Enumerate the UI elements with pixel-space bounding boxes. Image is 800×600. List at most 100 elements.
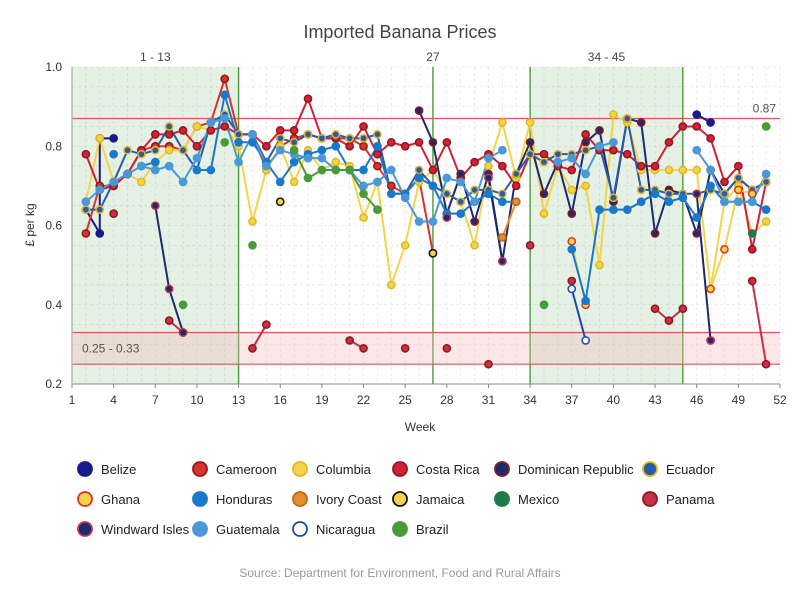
data-point-3 bbox=[289, 126, 299, 135]
data-point-15 bbox=[248, 240, 257, 250]
data-point-13 bbox=[484, 153, 493, 163]
legend-label-5: Ecuador bbox=[666, 462, 715, 477]
data-point-12 bbox=[692, 189, 702, 199]
data-point-3 bbox=[609, 145, 618, 155]
data-point-6 bbox=[734, 185, 743, 195]
data-point-5 bbox=[456, 197, 466, 207]
week-band-label: 1 - 13 bbox=[140, 50, 171, 64]
x-tick-label: 22 bbox=[357, 393, 371, 407]
data-point-5 bbox=[95, 205, 105, 214]
data-point-11 bbox=[525, 240, 535, 250]
data-point-13 bbox=[303, 153, 313, 163]
data-point-4 bbox=[539, 189, 549, 199]
data-point-2 bbox=[539, 209, 549, 218]
data-point-13 bbox=[692, 145, 702, 155]
data-point-13 bbox=[123, 169, 132, 179]
data-point-7 bbox=[706, 181, 715, 191]
data-point-13 bbox=[498, 145, 507, 155]
legend-marker-11 bbox=[642, 491, 658, 507]
data-point-5 bbox=[539, 157, 549, 167]
data-point-3 bbox=[81, 149, 91, 159]
series-line-11 bbox=[251, 324, 268, 349]
x-tick-label: 19 bbox=[315, 393, 329, 407]
data-point-13 bbox=[414, 217, 424, 226]
x-tick-label: 31 bbox=[482, 393, 496, 407]
x-tick-label: 52 bbox=[773, 393, 787, 407]
data-point-11 bbox=[664, 316, 674, 325]
data-point-2 bbox=[164, 145, 174, 155]
data-point-3 bbox=[470, 157, 479, 167]
data-point-11 bbox=[650, 304, 660, 314]
data-point-7 bbox=[109, 149, 118, 159]
legend-label-6: Ghana bbox=[101, 492, 141, 507]
data-point-3 bbox=[650, 161, 660, 171]
data-point-1 bbox=[81, 229, 91, 238]
data-point-4 bbox=[428, 137, 438, 147]
data-point-11 bbox=[109, 209, 118, 218]
data-point-3 bbox=[192, 141, 202, 151]
data-point-15 bbox=[303, 173, 313, 183]
data-point-7 bbox=[234, 137, 243, 147]
data-point-12 bbox=[442, 213, 452, 222]
legend-marker-1 bbox=[192, 461, 208, 477]
data-point-13 bbox=[386, 165, 396, 175]
data-point-2 bbox=[248, 217, 257, 226]
data-point-13 bbox=[275, 145, 285, 155]
data-point-13 bbox=[359, 181, 368, 191]
data-point-15 bbox=[539, 300, 549, 310]
data-point-2 bbox=[400, 240, 410, 250]
legend-label-8: Ivory Coast bbox=[316, 492, 382, 507]
legend-label-12: Windward Isles bbox=[101, 522, 190, 537]
data-point-11 bbox=[747, 276, 757, 286]
x-tick-label: 4 bbox=[110, 393, 117, 407]
data-point-13 bbox=[178, 177, 188, 187]
data-point-11 bbox=[345, 336, 354, 345]
data-point-13 bbox=[81, 197, 91, 207]
legend-marker-14 bbox=[292, 521, 308, 537]
data-point-3 bbox=[206, 126, 216, 135]
data-point-11 bbox=[262, 320, 271, 329]
data-point-5 bbox=[331, 130, 341, 139]
legend-marker-7 bbox=[192, 491, 208, 507]
legend-label-2: Columbia bbox=[316, 462, 372, 477]
data-point-13 bbox=[456, 177, 466, 187]
data-point-13 bbox=[761, 169, 771, 179]
legend-label-1: Cameroon bbox=[216, 462, 277, 477]
data-point-7 bbox=[581, 296, 590, 306]
legend-label-9: Jamaica bbox=[416, 492, 465, 507]
data-point-5 bbox=[150, 145, 160, 155]
data-point-7 bbox=[317, 145, 327, 155]
data-point-13 bbox=[595, 141, 604, 151]
data-point-5 bbox=[289, 137, 299, 147]
data-point-13 bbox=[137, 161, 146, 171]
data-point-3 bbox=[747, 244, 757, 254]
data-point-7 bbox=[428, 181, 438, 191]
legend-label-11: Panama bbox=[666, 492, 715, 507]
data-point-2 bbox=[664, 165, 674, 175]
data-point-5 bbox=[525, 149, 535, 159]
data-point-5 bbox=[761, 177, 771, 187]
data-point-2 bbox=[595, 260, 604, 270]
data-point-5 bbox=[234, 130, 243, 139]
data-point-2 bbox=[470, 240, 479, 250]
data-point-15 bbox=[220, 137, 230, 147]
data-point-2 bbox=[95, 133, 105, 143]
data-point-2 bbox=[137, 177, 146, 187]
data-point-3 bbox=[539, 149, 549, 159]
legend-label-14: Nicaragua bbox=[316, 522, 376, 537]
data-point-1 bbox=[220, 74, 230, 84]
data-point-5 bbox=[414, 165, 424, 175]
data-point-5 bbox=[581, 145, 590, 155]
data-point-13 bbox=[150, 165, 160, 175]
legend-label-3: Costa Rica bbox=[416, 462, 480, 477]
data-point-1 bbox=[386, 181, 396, 191]
data-point-2 bbox=[609, 110, 618, 119]
data-point-13 bbox=[220, 114, 230, 123]
data-point-7 bbox=[373, 141, 382, 151]
data-point-5 bbox=[81, 205, 91, 214]
legend-label-10: Mexico bbox=[518, 492, 559, 507]
data-point-3 bbox=[581, 130, 590, 139]
data-point-5 bbox=[317, 133, 327, 143]
data-point-1 bbox=[373, 161, 382, 171]
data-point-5 bbox=[123, 145, 132, 155]
